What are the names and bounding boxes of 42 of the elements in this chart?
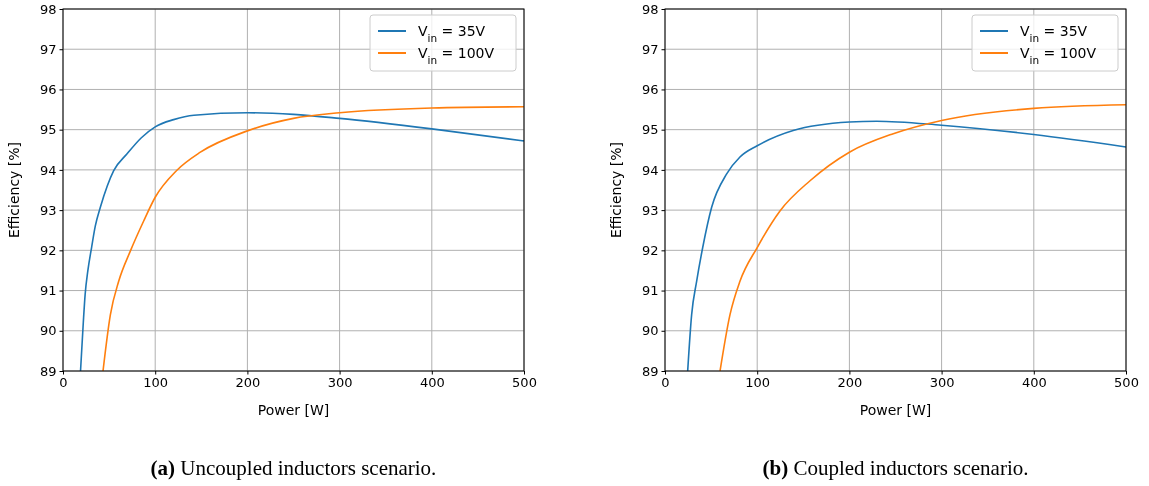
x-tick-label: 300 bbox=[327, 374, 353, 390]
y-tick-label: 89 bbox=[641, 363, 659, 379]
text: (b) Coupled inductors scenario. bbox=[762, 456, 1029, 480]
y-tick-label: 90 bbox=[641, 323, 659, 339]
legend-label: V$_{in}$ = 35V bbox=[1020, 23, 1088, 44]
y-tick-label: 95 bbox=[39, 122, 57, 138]
y-tick-label: 96 bbox=[641, 82, 659, 98]
x-axis-title: Power [W] bbox=[257, 402, 330, 418]
y-tick-label: 91 bbox=[641, 283, 659, 299]
y-tick-label: 90 bbox=[39, 323, 57, 339]
x-tick-label: 400 bbox=[1021, 374, 1047, 390]
y-tick-label: 92 bbox=[39, 242, 57, 258]
y-tick-label: 89 bbox=[39, 363, 57, 379]
y-axis-title: Efficiency [%] bbox=[6, 141, 22, 239]
x-tick-label: 200 bbox=[235, 374, 261, 390]
text: (a) Uncoupled inductors scenario. bbox=[150, 456, 437, 480]
y-tick-label: 92 bbox=[641, 242, 659, 258]
legend-label: V$_{in}$ = 35V bbox=[418, 23, 486, 44]
x-tick-label: 100 bbox=[745, 374, 771, 390]
x-tick-label: 0 bbox=[661, 374, 670, 390]
x-tick-label: 300 bbox=[929, 374, 955, 390]
x-axis-title: Power [W] bbox=[859, 402, 932, 418]
y-tick-label: 95 bbox=[641, 122, 659, 138]
x-tick-label: 100 bbox=[143, 374, 169, 390]
y-tick-label: 97 bbox=[641, 41, 659, 57]
x-tick-label: 400 bbox=[419, 374, 445, 390]
legend-label: V$_{in}$ = 100V bbox=[1020, 45, 1097, 66]
y-tick-label: 97 bbox=[39, 41, 57, 57]
y-tick-label: 98 bbox=[39, 1, 57, 17]
y-tick-label: 96 bbox=[39, 82, 57, 98]
x-tick-label: 200 bbox=[837, 374, 863, 390]
x-tick-label: 500 bbox=[512, 374, 537, 390]
legend-label: V$_{in}$ = 100V bbox=[418, 45, 495, 66]
x-tick-label: 500 bbox=[1114, 374, 1139, 390]
y-axis-title: Efficiency [%] bbox=[608, 141, 624, 239]
y-tick-label: 94 bbox=[39, 162, 57, 178]
x-tick-label: 0 bbox=[59, 374, 68, 390]
y-tick-label: 98 bbox=[641, 1, 659, 17]
y-tick-label: 93 bbox=[39, 202, 57, 218]
y-tick-label: 93 bbox=[641, 202, 659, 218]
y-tick-label: 94 bbox=[641, 162, 659, 178]
y-tick-label: 91 bbox=[39, 283, 57, 299]
